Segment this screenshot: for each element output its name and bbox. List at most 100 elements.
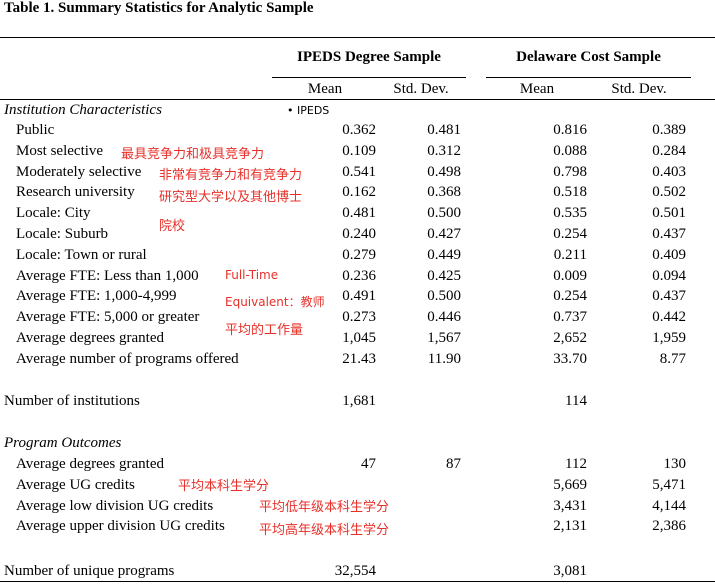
row-value: 0.368 — [427, 184, 461, 201]
row-value: 11.90 — [427, 350, 461, 367]
row-label: Locale: City — [16, 205, 91, 222]
row-value: 0.273 — [342, 309, 376, 326]
row-value: 0.446 — [427, 309, 461, 326]
annotation-ug-credits: 平均本科生学分 — [178, 479, 270, 494]
row-value: 0.502 — [652, 184, 686, 201]
row-value: 0.449 — [427, 246, 461, 263]
annotation-research-1: 研究型大学以及其他博士 — [159, 190, 303, 205]
subheader-delaware-std: Std. Dev. — [611, 81, 667, 97]
institutions-delaware-mean: 114 — [565, 393, 587, 409]
bullet-note: • IPEDS — [287, 104, 329, 117]
subheader-ipeds-mean: Mean — [307, 81, 343, 97]
row-value: 0.109 — [342, 142, 376, 159]
row-label: Average FTE: 5,000 or greater — [16, 309, 200, 326]
row-value: 0.500 — [427, 288, 461, 305]
row-value: 0.501 — [652, 205, 686, 222]
group-rule-delaware — [486, 77, 691, 78]
row-value: 4,144 — [652, 497, 686, 514]
row-value: 0.211 — [553, 246, 587, 263]
row-value: 0.088 — [553, 142, 587, 159]
row-value: 3,431 — [553, 497, 587, 514]
row-label: Average FTE: Less than 1,000 — [16, 267, 199, 284]
row-value: 0.437 — [652, 288, 686, 305]
annotation-most-selective: 最具竞争力和极具竞争力 — [121, 147, 265, 162]
row-value: 0.009 — [553, 267, 587, 284]
bullet-icon: • — [287, 104, 297, 117]
row-value: 2,652 — [553, 330, 587, 346]
row-value: 0.500 — [427, 205, 461, 222]
row-value: 0.816 — [553, 122, 587, 138]
row-value: 0.535 — [553, 205, 587, 222]
annotation-fte-3: 平均的工作量 — [225, 323, 304, 338]
section-institution-characteristics: Institution Characteristics — [4, 102, 162, 118]
programs-delaware-mean: 3,081 — [553, 563, 587, 579]
bullet-note-text: IPEDS — [297, 104, 330, 117]
group-header-ipeds: IPEDS Degree Sample — [297, 49, 441, 65]
row-value: 87 — [446, 456, 461, 472]
row-value: 0.425 — [427, 267, 461, 284]
annotation-fte-1: Full-Time — [225, 268, 279, 282]
programs-ipeds-mean: 32,554 — [334, 563, 376, 579]
row-value: 0.409 — [652, 246, 686, 263]
row-label: Average UG credits — [16, 476, 135, 493]
annotation-moderately-selective: 非常有竞争力和有竞争力 — [159, 168, 303, 183]
row-value: 0.254 — [553, 226, 587, 242]
table-bottom-rule — [0, 581, 715, 582]
row-value: 47 — [361, 456, 376, 472]
row-value: 0.389 — [652, 122, 686, 138]
row-value: 2,386 — [652, 518, 686, 535]
row-label: Average upper division UG credits — [16, 518, 225, 535]
annotation-fte-2: Equivalent：教师 — [225, 295, 325, 309]
row-value: 1,045 — [342, 330, 376, 346]
row-label: Locale: Town or rural — [16, 246, 147, 263]
row-value: 0.236 — [342, 267, 376, 284]
subheader-ipeds-std: Std. Dev. — [393, 81, 449, 97]
row-value: 1,959 — [652, 330, 686, 346]
row-value: 21.43 — [342, 350, 376, 367]
row-value: 0.312 — [427, 142, 461, 159]
header-bottom-rule — [0, 99, 715, 100]
row-value: 0.279 — [342, 246, 376, 263]
row-label: Most selective — [16, 142, 104, 159]
row-value: 0.481 — [342, 205, 376, 222]
row-value: 130 — [663, 456, 687, 472]
row-label: Moderately selective — [16, 163, 142, 180]
group-rule-ipeds — [272, 77, 466, 78]
row-value: 112 — [565, 456, 587, 472]
row-value: 0.541 — [342, 163, 376, 180]
row-label: Average number of programs offered — [16, 350, 239, 367]
row-value: 0.403 — [652, 163, 686, 180]
row-label: Research university — [16, 184, 135, 201]
row-label: Average low division UG credits — [16, 497, 214, 514]
row-label: Average degrees granted — [16, 456, 164, 472]
row-label: Locale: Suburb — [16, 226, 109, 242]
institutions-label: Number of institutions — [4, 393, 140, 409]
annotation-research-2: 院校 — [159, 219, 186, 234]
annotation-low-div: 平均低年级本科生学分 — [259, 500, 390, 515]
row-value: 0.284 — [652, 142, 686, 159]
row-value: 0.362 — [342, 122, 376, 138]
institutions-ipeds-mean: 1,681 — [342, 393, 376, 409]
group-header-delaware: Delaware Cost Sample — [516, 49, 661, 65]
table-top-rule — [0, 37, 715, 38]
row-value: 0.498 — [427, 163, 461, 180]
row-value: 33.70 — [553, 350, 587, 367]
row-value: 0.254 — [553, 288, 587, 305]
row-label: Average degrees granted — [16, 330, 164, 346]
row-value: 0.491 — [342, 288, 376, 305]
row-value: 0.094 — [652, 267, 686, 284]
row-label: Public — [16, 122, 55, 138]
section-program-outcomes: Program Outcomes — [4, 435, 122, 451]
row-label: Average FTE: 1,000-4,999 — [16, 288, 177, 305]
row-value: 0.162 — [342, 184, 376, 201]
row-value: 2,131 — [553, 518, 587, 535]
programs-label: Number of unique programs — [4, 563, 175, 579]
table-title: Table 1. Summary Statistics for Analytic… — [4, 0, 314, 16]
row-value: 0.518 — [553, 184, 587, 201]
subheader-delaware-mean: Mean — [519, 81, 555, 97]
row-value: 1,567 — [427, 330, 461, 346]
row-value: 0.481 — [427, 122, 461, 138]
row-value: 0.427 — [427, 226, 461, 242]
annotation-upper-div: 平均高年级本科生学分 — [259, 523, 390, 538]
row-value: 8.77 — [659, 350, 686, 367]
